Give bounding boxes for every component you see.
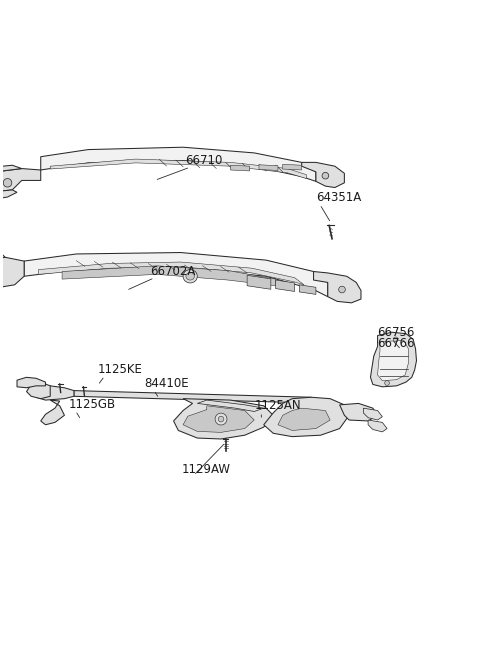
Polygon shape	[0, 165, 22, 177]
Polygon shape	[62, 266, 276, 286]
Polygon shape	[340, 403, 378, 421]
Ellipse shape	[339, 286, 345, 293]
Text: 64351A: 64351A	[316, 191, 361, 204]
Ellipse shape	[186, 272, 194, 280]
Polygon shape	[247, 275, 271, 290]
Polygon shape	[300, 285, 316, 294]
Polygon shape	[174, 399, 273, 439]
Ellipse shape	[322, 172, 329, 179]
Polygon shape	[183, 406, 254, 432]
Ellipse shape	[218, 416, 224, 422]
Polygon shape	[74, 390, 311, 403]
Ellipse shape	[183, 270, 197, 283]
Polygon shape	[313, 272, 361, 303]
Text: 1125AN: 1125AN	[254, 399, 301, 412]
Polygon shape	[301, 162, 344, 187]
Polygon shape	[50, 159, 306, 179]
Polygon shape	[197, 400, 264, 411]
Text: 1125KE: 1125KE	[97, 363, 143, 376]
Polygon shape	[0, 257, 24, 287]
Polygon shape	[276, 280, 295, 291]
Ellipse shape	[393, 337, 398, 342]
Text: 66710: 66710	[185, 154, 223, 167]
Ellipse shape	[384, 381, 389, 385]
Text: 66766: 66766	[378, 337, 415, 350]
Polygon shape	[363, 408, 383, 420]
Polygon shape	[278, 408, 330, 430]
Polygon shape	[378, 341, 408, 381]
Polygon shape	[38, 262, 304, 285]
Text: 1125GB: 1125GB	[68, 398, 115, 411]
Polygon shape	[36, 386, 74, 400]
Polygon shape	[0, 189, 17, 199]
Polygon shape	[0, 252, 5, 266]
Ellipse shape	[215, 413, 227, 425]
Polygon shape	[17, 377, 46, 388]
Text: 1129AW: 1129AW	[182, 462, 231, 476]
Polygon shape	[24, 253, 328, 297]
Polygon shape	[41, 400, 64, 424]
Ellipse shape	[3, 179, 12, 187]
Polygon shape	[230, 165, 250, 171]
Polygon shape	[26, 382, 50, 399]
Text: 66756: 66756	[378, 326, 415, 339]
Polygon shape	[368, 420, 387, 432]
Polygon shape	[41, 147, 316, 181]
Polygon shape	[283, 164, 301, 170]
Polygon shape	[264, 397, 349, 437]
Text: 84410E: 84410E	[144, 377, 189, 390]
Polygon shape	[259, 165, 278, 170]
Text: 66702A: 66702A	[150, 265, 195, 278]
Polygon shape	[371, 332, 417, 387]
Polygon shape	[0, 168, 41, 191]
